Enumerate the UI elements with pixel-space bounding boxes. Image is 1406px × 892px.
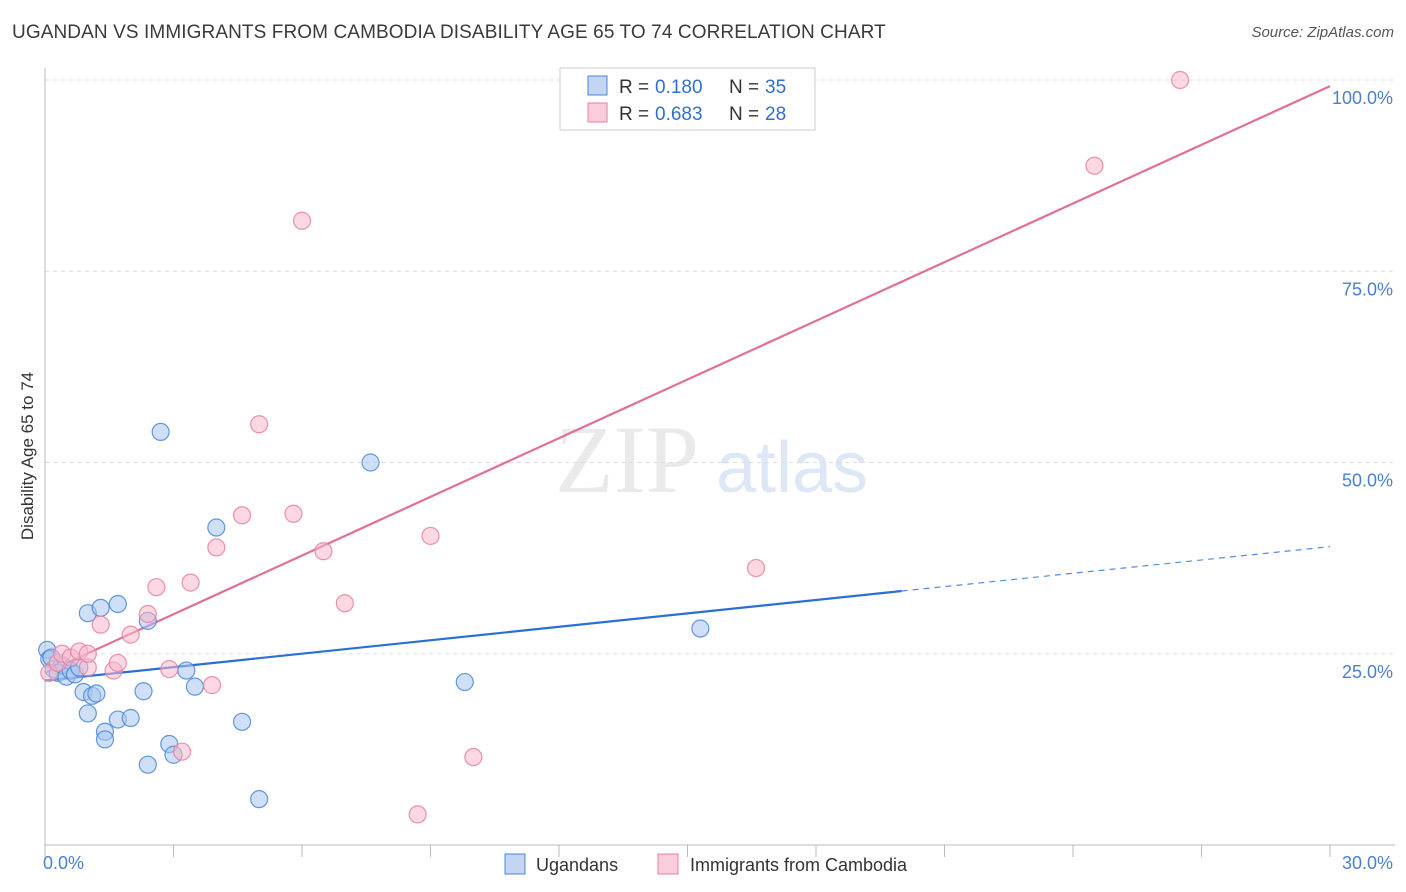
cambodia-point-26	[464, 747, 483, 767]
chart-title: UGANDAN VS IMMIGRANTS FROM CAMBODIA DISA…	[12, 22, 886, 43]
watermark-atlas: atlas	[716, 428, 868, 508]
cambodia-point-24	[408, 805, 427, 824]
cambodia-point-18	[232, 506, 252, 525]
ugandans-point-18	[108, 594, 127, 614]
legend-r-value-cambodia: 0.683	[655, 104, 703, 125]
cambodia-point-20	[284, 504, 303, 523]
ugandans-point-13	[87, 684, 106, 703]
trend-lines	[44, 85, 1331, 682]
ugandans-point-32	[455, 672, 474, 692]
axes	[44, 68, 1395, 857]
cambodia-point-25	[421, 526, 440, 546]
cambodia-point-21	[292, 211, 312, 230]
ugandans-point-31	[361, 453, 380, 472]
cambodia-point-16	[202, 676, 222, 695]
bottom-legend-swatch-ugandans	[504, 853, 526, 875]
cambodia-point-22	[314, 542, 333, 561]
y-tick-label-100: 100.0%	[1332, 88, 1393, 108]
bottom-legend-label-cambodia: Immigrants from Cambodia	[690, 855, 908, 875]
legend-swatch-cambodia	[587, 102, 608, 123]
tick-labels: 25.0% 50.0% 75.0% 100.0% 0.0% 30.0%	[43, 88, 1393, 873]
y-tick-label-25: 25.0%	[1342, 662, 1393, 682]
cambodia-point-23	[335, 594, 354, 613]
source-label: Source: ZipAtlas.com	[1251, 24, 1394, 41]
legend-n-value-cambodia: 28	[765, 104, 786, 125]
cambodia-point-28	[1085, 156, 1104, 175]
data-points	[38, 70, 1190, 824]
y-axis-title: Disability Age 65 to 74	[18, 372, 37, 540]
bottom-legend-swatch-cambodia	[657, 853, 679, 875]
y-tick-label-75: 75.0%	[1342, 279, 1393, 299]
cambodia-point-10	[121, 625, 140, 644]
cambodia-point-27	[746, 558, 766, 578]
bottom-legend: Ugandans Immigrants from Cambodia	[504, 853, 908, 875]
legend-n-label: N =	[729, 77, 759, 98]
ugandans-point-33	[691, 619, 710, 638]
x-tick-label-max: 30.0%	[1342, 853, 1393, 873]
ugandans-point-19	[121, 708, 140, 728]
cambodia-point-19	[250, 415, 269, 434]
ugandans-point-28	[207, 518, 226, 537]
ugandans-point-14	[91, 598, 110, 617]
legend-n-value-ugandans: 35	[765, 77, 786, 98]
cambodia-point-9	[108, 653, 127, 673]
cambodia-point-15	[181, 573, 200, 592]
cambodia-point-11	[138, 604, 157, 624]
cambodia-point-12	[147, 578, 166, 597]
legend-r-label: R =	[619, 77, 649, 98]
cambodia-point-7	[91, 615, 110, 634]
top-legend: R = 0.180 N = 35 R = 0.683 N = 28	[559, 67, 816, 131]
cambodia-point-14	[172, 742, 192, 761]
ugandans-point-23	[151, 422, 170, 441]
ugandans-trend-extension	[901, 546, 1331, 592]
ugandans-point-27	[185, 677, 205, 696]
x-tick-label-min: 0.0%	[43, 853, 84, 873]
legend-r-value-ugandans: 0.180	[655, 77, 703, 98]
gridlines	[45, 79, 1395, 655]
ugandans-point-26	[177, 661, 196, 680]
ugandans-point-20	[134, 682, 153, 701]
cambodia-trend-line	[44, 85, 1331, 674]
ugandans-point-11	[78, 704, 97, 723]
cambodia-point-13	[160, 659, 179, 679]
ugandans-point-29	[232, 712, 252, 731]
ugandans-point-30	[250, 789, 269, 809]
cambodia-point-29	[1170, 70, 1190, 90]
y-tick-label-50: 50.0%	[1342, 471, 1393, 491]
watermark-zip: ZIP	[555, 406, 699, 513]
ugandans-point-16	[95, 730, 115, 749]
legend-n-label: N =	[729, 104, 759, 125]
cambodia-point-6	[78, 644, 97, 663]
ugandans-point-21	[138, 755, 157, 774]
legend-r-label: R =	[619, 104, 649, 125]
bottom-legend-label-ugandans: Ugandans	[536, 855, 618, 875]
legend-swatch-ugandans	[587, 75, 608, 96]
cambodia-point-17	[207, 538, 226, 557]
